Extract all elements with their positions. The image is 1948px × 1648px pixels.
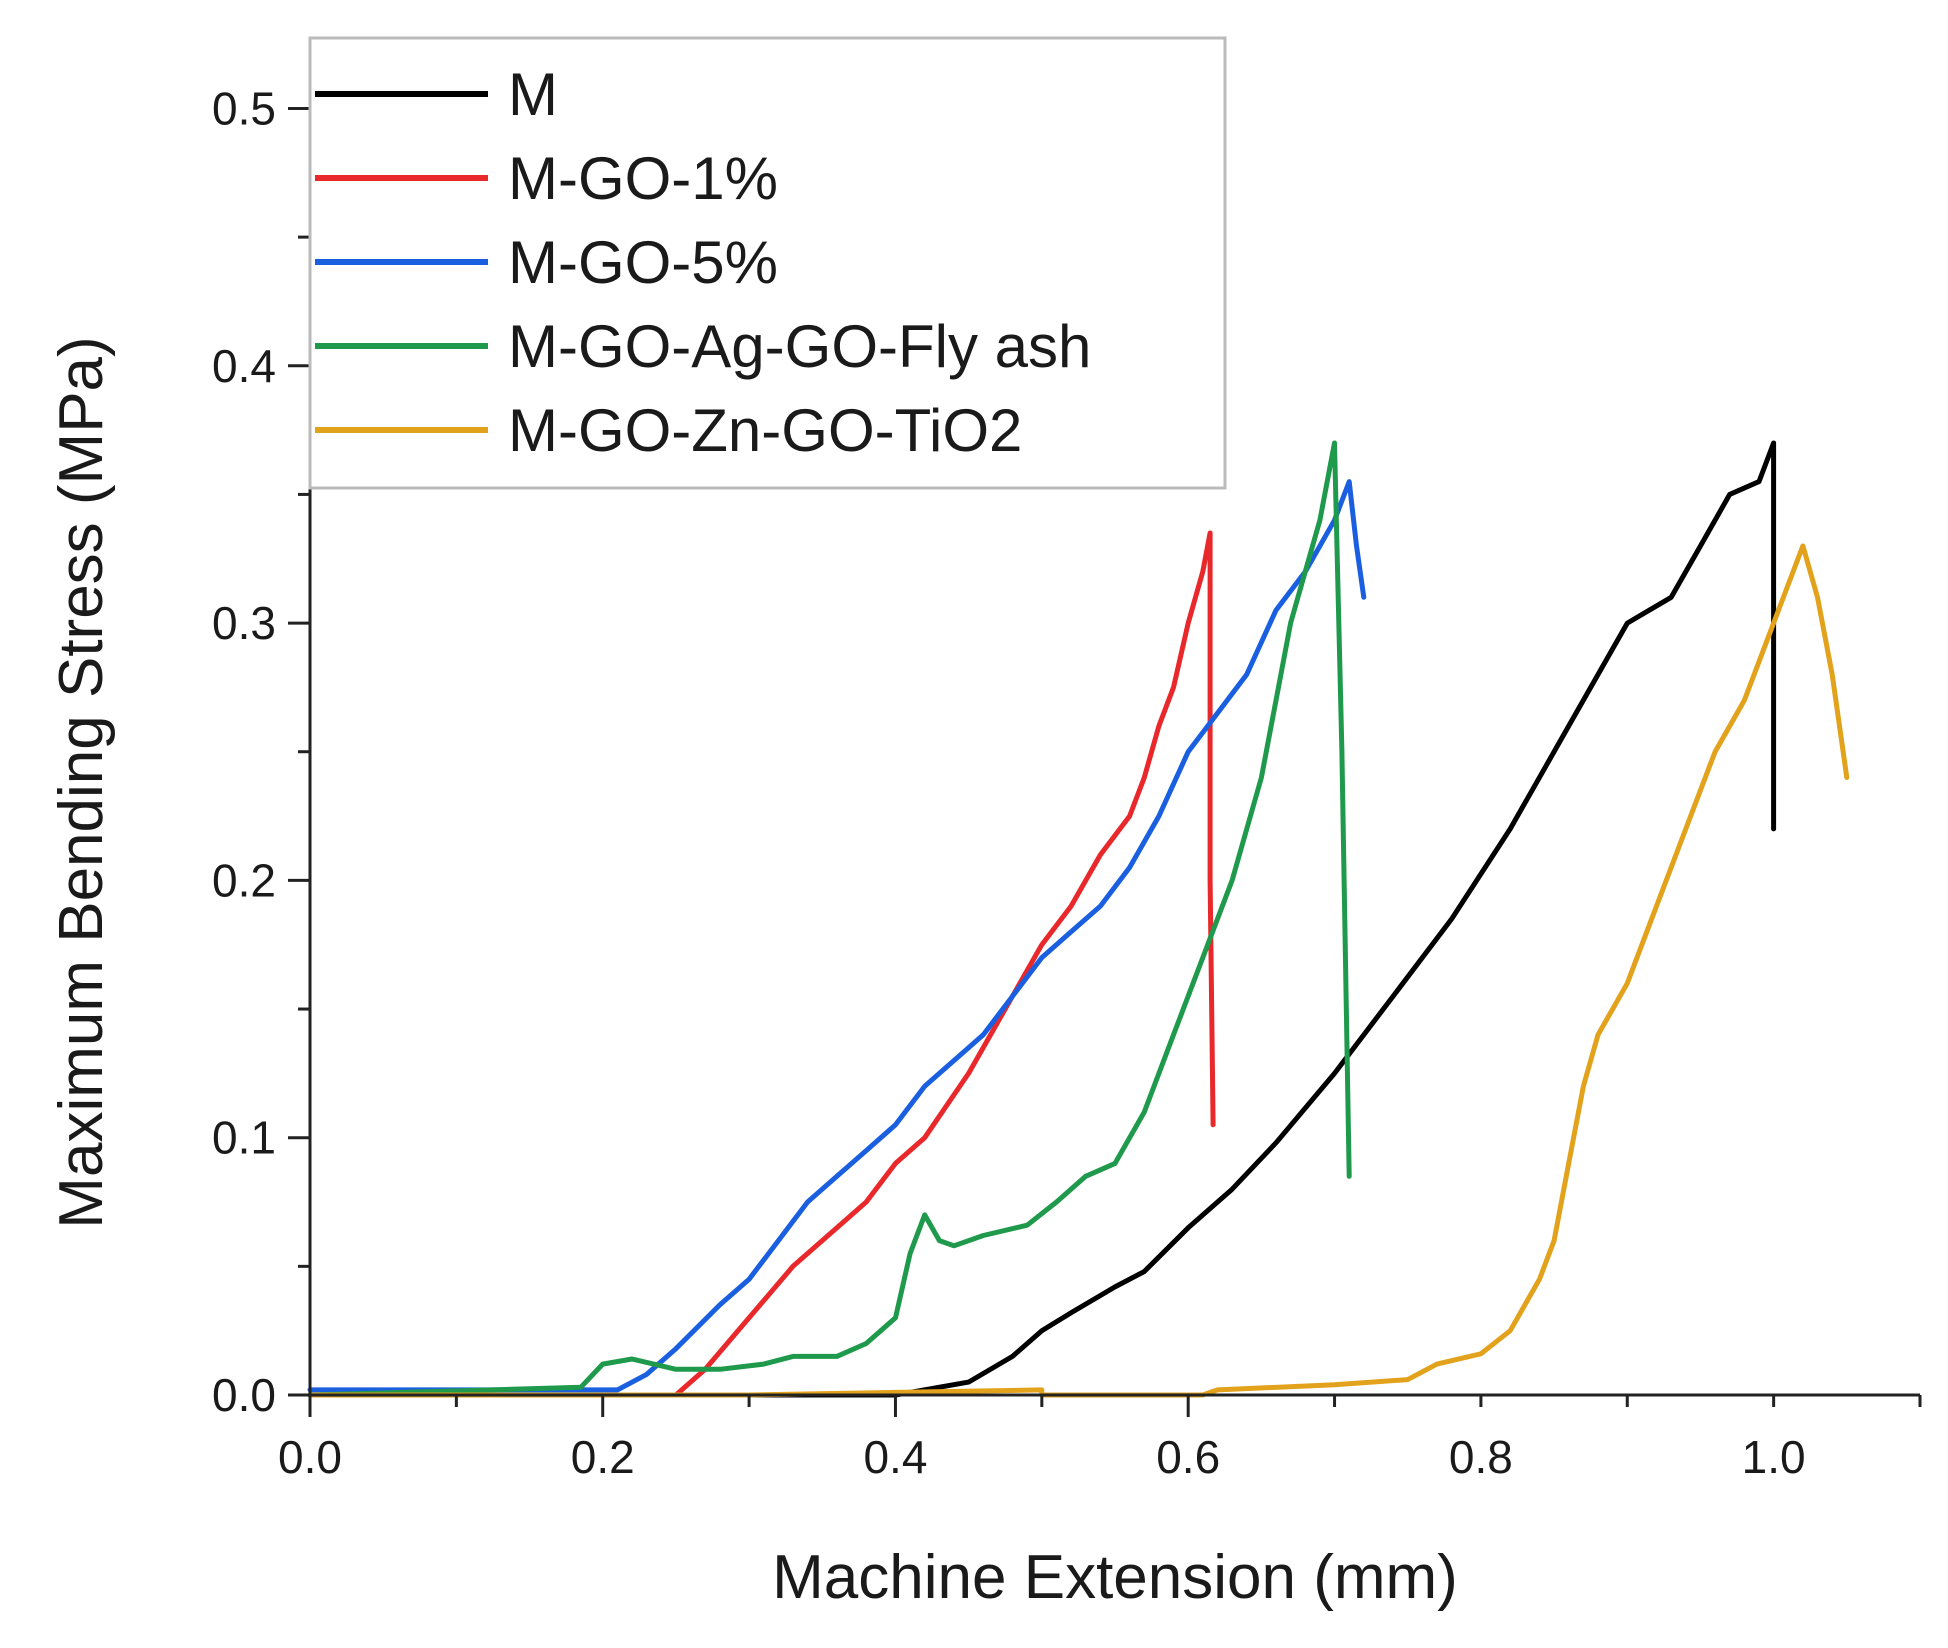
y-ticks: 0.0 0.1 0.2 0.3 0.4 0.5 xyxy=(212,82,310,1421)
series-line-4 xyxy=(307,543,1850,1398)
x-tick-label: 0.6 xyxy=(1156,1431,1220,1483)
legend-label: M-GO-Ag-GO-Fly ash xyxy=(508,313,1091,380)
legend-label: M-GO-Zn-GO-TiO2 xyxy=(508,397,1022,464)
x-ticks: 0.0 0.2 0.4 0.6 0.8 1.0 xyxy=(278,1395,1922,1483)
legend-label: M xyxy=(508,61,558,128)
x-tick-label: 0.2 xyxy=(571,1431,635,1483)
x-tick-label: 0.8 xyxy=(1449,1431,1513,1483)
x-tick-label: 1.0 xyxy=(1742,1431,1806,1483)
legend-label: M-GO-5% xyxy=(508,229,778,296)
plot-series xyxy=(307,440,1850,1398)
series-line-0 xyxy=(307,440,1777,1398)
y-tick-label: 0.2 xyxy=(212,854,276,906)
x-tick-label: 0.4 xyxy=(863,1431,927,1483)
legend: M M-GO-1% M-GO-5% M-GO-Ag-GO-Fly ash M-GO-Zn… xyxy=(308,36,1227,490)
x-axis-title: Machine Extension (mm) xyxy=(772,1543,1458,1612)
y-tick-label: 0.5 xyxy=(212,82,276,134)
y-tick-label: 0.3 xyxy=(212,597,276,649)
series-line-2 xyxy=(307,479,1367,1393)
y-tick-label: 0.4 xyxy=(212,340,276,392)
series-line-3 xyxy=(307,440,1352,1398)
y-tick-label: 0.0 xyxy=(212,1369,276,1421)
legend-label: M-GO-1% xyxy=(508,145,778,212)
y-tick-label: 0.1 xyxy=(212,1112,276,1164)
series-line-1 xyxy=(673,530,1216,1398)
x-tick-label: 0.0 xyxy=(278,1431,342,1483)
y-axis-title: Maximum Bending Stress (MPa) xyxy=(47,336,116,1228)
